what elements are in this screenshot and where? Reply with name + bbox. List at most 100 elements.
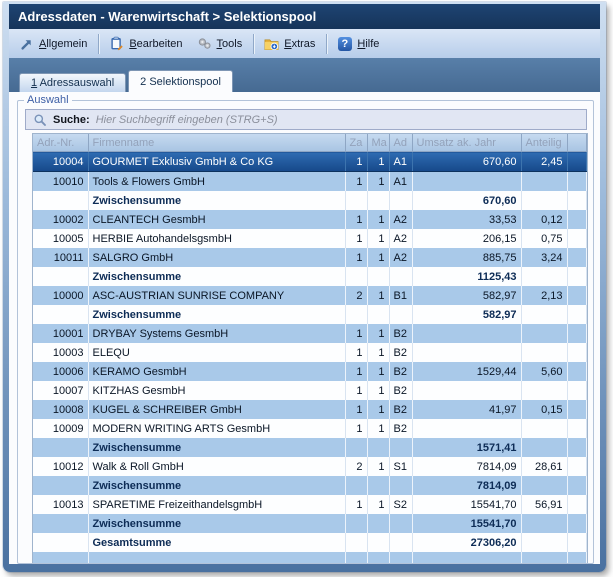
notepad-icon [109, 36, 124, 51]
cell-umsatz: 33,53 [412, 210, 521, 229]
cell-name: Walk & Roll GmbH [88, 457, 345, 476]
gears-icon [197, 36, 212, 51]
cell-ma: 1 [367, 362, 389, 381]
cell-ma: 1 [367, 229, 389, 248]
column-header-za[interactable]: Za [345, 134, 367, 152]
subtotal-row[interactable]: Zwischensumme15541,70 [33, 514, 587, 533]
cell-umsatz: 670,60 [412, 152, 521, 172]
subtotal-row[interactable]: Zwischensumme670,60 [33, 191, 587, 210]
table-row[interactable]: 10005HERBIE AutohandelsgsmbH11A2206,150,… [33, 229, 587, 248]
table-row[interactable]: 10010Tools & Flowers GmbH11A1 [33, 172, 587, 192]
subtotal-row[interactable]: Zwischensumme582,97 [33, 305, 587, 324]
cell-za: 1 [345, 343, 367, 362]
cell-anteilig: 3,24 [521, 248, 567, 267]
table-row[interactable]: 10006KERAMO GesmbH11B21529,445,60 [33, 362, 587, 381]
cell-empty [412, 552, 521, 564]
cell-ad: B2 [389, 381, 412, 400]
cell-nr: 10011 [33, 248, 88, 267]
cell-za [345, 476, 367, 495]
cell-ad: B2 [389, 362, 412, 381]
cell-za: 1 [345, 362, 367, 381]
cell-nr: 10008 [33, 400, 88, 419]
total-row[interactable]: Gesamtsumme27306,20 [33, 533, 587, 552]
cell-nr [33, 533, 88, 552]
cell-nr: 10004 [33, 152, 88, 172]
column-header-umsatz-ak-jahr[interactable]: Umsatz ak. Jahr [412, 134, 521, 152]
cell-empty [567, 552, 587, 564]
cell-ma: 1 [367, 419, 389, 438]
title-bar: Adressdaten - Warenwirtschaft > Selektio… [9, 4, 600, 29]
cell-ma [367, 476, 389, 495]
cell-ad: B2 [389, 419, 412, 438]
search-icon [32, 112, 47, 127]
cell-umsatz: 885,75 [412, 248, 521, 267]
cell-name: SALGRO GmbH [88, 248, 345, 267]
table-row[interactable]: 10000ASC-AUSTRIAN SUNRISE COMPANY21B1582… [33, 286, 587, 305]
cell-name: ASC-AUSTRIAN SUNRISE COMPANY [88, 286, 345, 305]
table-row[interactable]: 10007KITZHAS GesmbH11B2 [33, 381, 587, 400]
tab-2-selektionspool[interactable]: 2 Selektionspool [128, 70, 233, 92]
cell-ad [389, 476, 412, 495]
cell-anteilig: 28,61 [521, 457, 567, 476]
table-row[interactable]: 10003ELEQU11B2 [33, 343, 587, 362]
search-input[interactable]: Suche: Hier Suchbegriff eingeben (STRG+S… [25, 109, 587, 130]
cell-spacer [567, 419, 587, 438]
cell-nr: 10000 [33, 286, 88, 305]
cell-nr: 10005 [33, 229, 88, 248]
arrow-up-right-icon [19, 36, 34, 51]
cell-umsatz [412, 343, 521, 362]
toolbar-item-extras[interactable]: Extras [258, 33, 323, 54]
cell-ad: A1 [389, 172, 412, 192]
cell-anteilig [521, 514, 567, 533]
cell-ad: A1 [389, 152, 412, 172]
cell-spacer [567, 305, 587, 324]
column-header-anteilig[interactable]: Anteilig [521, 134, 567, 152]
cell-spacer [567, 229, 587, 248]
label: Bearbeiten [129, 38, 182, 50]
cell-spacer [567, 248, 587, 267]
cell-ad: B2 [389, 343, 412, 362]
cell-nr [33, 476, 88, 495]
toolbar-item-allgemein[interactable]: Allgemein [13, 33, 95, 54]
auswahl-groupbox: Auswahl Suche: Hier Suchbegriff eingeben… [17, 94, 594, 564]
cell-umsatz: 7814,09 [412, 457, 521, 476]
subtotal-row[interactable]: Zwischensumme1125,43 [33, 267, 587, 286]
column-header-empty [567, 134, 587, 152]
cell-spacer [567, 533, 587, 552]
cell-umsatz [412, 172, 521, 192]
toolbar-item-tools[interactable]: Tools [191, 33, 251, 54]
tab-1-adressauswahl[interactable]: 1 Adressauswahl [19, 73, 126, 92]
table-row[interactable]: 10009MODERN WRITING ARTS GesmbH11B2 [33, 419, 587, 438]
cell-spacer [567, 400, 587, 419]
column-header-adr-nr[interactable]: Adr.-Nr. [33, 134, 88, 152]
column-header-ma[interactable]: Ma [367, 134, 389, 152]
cell-anteilig: 2,13 [521, 286, 567, 305]
cell-spacer [567, 210, 587, 229]
table-row[interactable]: 10004GOURMET Exklusiv GmbH & Co KG11A167… [33, 152, 587, 172]
column-header-firmenname[interactable]: Firmenname [88, 134, 345, 152]
cell-ma [367, 267, 389, 286]
cell-spacer [567, 495, 587, 514]
table-row[interactable]: 10012Walk & Roll GmbH21S17814,0928,61 [33, 457, 587, 476]
toolbar-item-bearbeiten[interactable]: Bearbeiten [103, 33, 190, 54]
toolbar-item-hilfe[interactable]: ?Hilfe [331, 33, 387, 54]
table-row[interactable]: 10002CLEANTECH GesmbH11A233,530,12 [33, 210, 587, 229]
table-row[interactable]: 10011SALGRO GmbH11A2885,753,24 [33, 248, 587, 267]
subtotal-row[interactable]: Zwischensumme7814,09 [33, 476, 587, 495]
cell-za: 1 [345, 172, 367, 192]
cell-spacer [567, 286, 587, 305]
subtotal-row[interactable]: Zwischensumme1571,41 [33, 438, 587, 457]
cell-umsatz: 15541,70 [412, 514, 521, 533]
cell-empty [88, 552, 345, 564]
table-row[interactable]: 10008KUGEL & SCHREIBER GmbH11B241,970,15 [33, 400, 587, 419]
cell-za: 2 [345, 457, 367, 476]
cell-name: Tools & Flowers GmbH [88, 172, 345, 192]
table-row[interactable]: 10001DRYBAY Systems GesmbH11B2 [33, 324, 587, 343]
cell-anteilig [521, 343, 567, 362]
cell-ma: 1 [367, 324, 389, 343]
table-row[interactable]: 10013SPARETIME FreizeithandelsgmbH11S215… [33, 495, 587, 514]
cell-ma: 1 [367, 152, 389, 172]
column-header-ad[interactable]: Ad [389, 134, 412, 152]
label: Hilfe [357, 38, 379, 50]
cell-spacer [567, 172, 587, 192]
